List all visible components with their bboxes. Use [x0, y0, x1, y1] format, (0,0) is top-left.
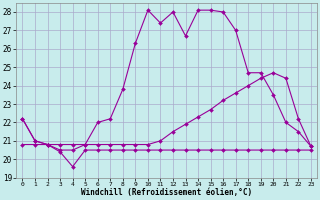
X-axis label: Windchill (Refroidissement éolien,°C): Windchill (Refroidissement éolien,°C) — [81, 188, 252, 197]
